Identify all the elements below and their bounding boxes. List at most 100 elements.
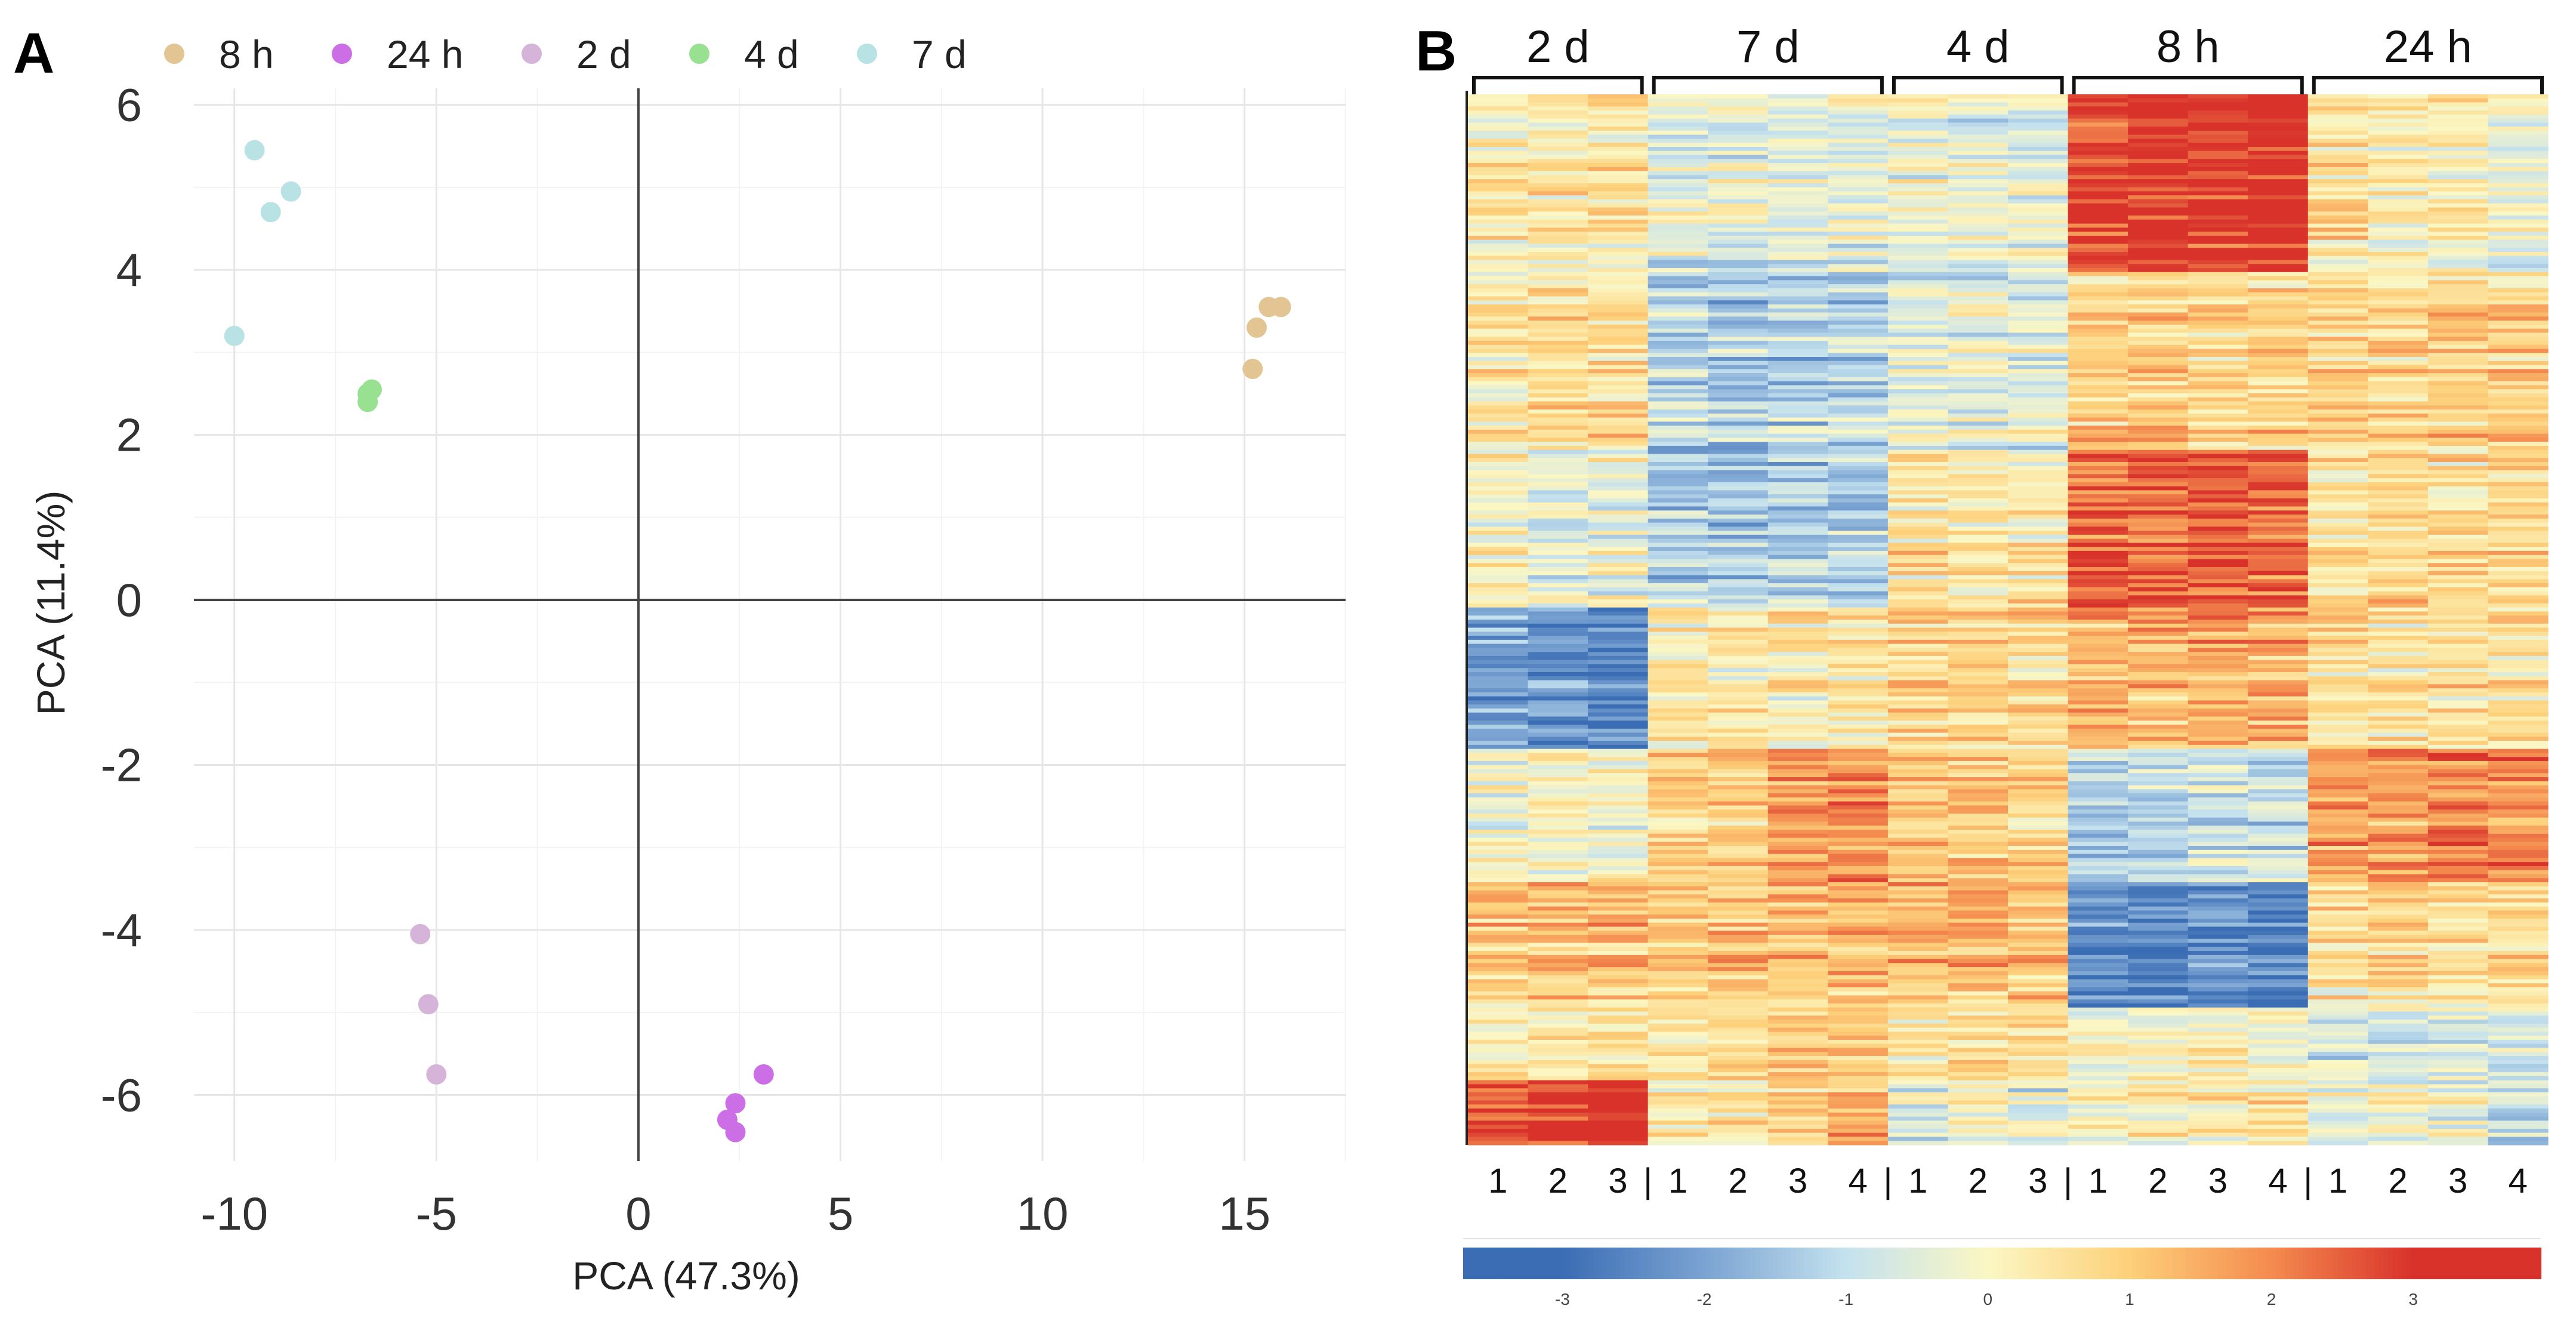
- heatmap-cell: [1887, 599, 1949, 604]
- heatmap-cell: [2248, 94, 2309, 99]
- colorbar-segment: [2078, 1248, 2084, 1279]
- heatmap-cell: [1648, 1072, 1708, 1077]
- heatmap-cell: [1588, 943, 1649, 947]
- heatmap-cell: [1948, 809, 2009, 814]
- heatmap-cell: [2068, 975, 2128, 980]
- heatmap-cell: [2368, 599, 2429, 604]
- heatmap-cell: [1708, 474, 1769, 479]
- heatmap-cell: [2188, 983, 2248, 988]
- heatmap-cell: [1828, 543, 1889, 547]
- heatmap-cell: [1648, 620, 1708, 624]
- heatmap-cell: [2488, 959, 2549, 963]
- heatmap-cell: [1767, 979, 1828, 984]
- heatmap-cell: [1767, 474, 1828, 479]
- heatmap-cell: [1588, 983, 1649, 988]
- heatmap-cell: [1528, 1060, 1588, 1065]
- heatmap-cell: [2307, 1080, 2368, 1085]
- heatmap-cell: [1648, 765, 1708, 770]
- heatmap-cell: [2368, 720, 2429, 725]
- heatmap-cell: [2307, 801, 2368, 806]
- heatmap-cell: [2128, 849, 2189, 855]
- heatmap-cell: [2307, 490, 2368, 495]
- heatmap-cell: [2368, 737, 2429, 741]
- heatmap-cell: [1828, 179, 1889, 184]
- heatmap-cell: [2128, 518, 2189, 523]
- heatmap-cell: [1887, 110, 1949, 115]
- heatmap-cell: [2488, 1011, 2549, 1016]
- heatmap-cell: [2368, 878, 2429, 883]
- heatmap-cell: [1588, 805, 1649, 810]
- heatmap-cell: [1708, 1060, 1769, 1065]
- heatmap-cell: [2248, 1003, 2309, 1008]
- heatmap-cell: [2128, 854, 2189, 858]
- heatmap-cell: [2068, 1116, 2128, 1121]
- heatmap-cell: [1528, 728, 1588, 734]
- heatmap-cell: [1528, 534, 1588, 540]
- heatmap-cell: [2368, 114, 2429, 119]
- heatmap-cell: [2068, 522, 2128, 527]
- heatmap-cell: [1468, 187, 1529, 192]
- heatmap-cell: [2188, 175, 2248, 180]
- heatmap-cell: [2248, 332, 2309, 337]
- heatmap-cell: [2307, 531, 2368, 535]
- heatmap-cell: [1708, 1092, 1769, 1097]
- heatmap-cell: [1767, 765, 1828, 770]
- heatmap-cell: [1887, 676, 1949, 681]
- heatmap-cell: [1948, 846, 2009, 851]
- heatmap-cell: [2427, 304, 2489, 309]
- colorbar-segment: [1463, 1248, 1469, 1279]
- legend-label: 4 d: [744, 32, 799, 76]
- heatmap-cell: [1528, 353, 1588, 358]
- heatmap-cell: [2488, 1128, 2549, 1134]
- heatmap-cell: [2008, 636, 2069, 640]
- heatmap-cell: [1887, 1080, 1949, 1085]
- heatmap-cell: [1887, 409, 1949, 414]
- heatmap-cell: [1528, 793, 1588, 798]
- heatmap-cell: [1468, 134, 1529, 140]
- heatmap-cell: [1767, 445, 1828, 451]
- heatmap-cell: [1648, 1040, 1708, 1045]
- colorbar-segment: [1647, 1248, 1653, 1279]
- heatmap-cell: [2248, 308, 2309, 313]
- heatmap-cell: [1887, 639, 1949, 645]
- heatmap-cell: [1887, 680, 1949, 685]
- heatmap-cell: [2368, 846, 2429, 851]
- heatmap-cell: [1708, 821, 1769, 826]
- heatmap-cell: [2427, 1076, 2489, 1081]
- heatmap-cell: [1887, 232, 1949, 236]
- heatmap-cell: [2128, 171, 2189, 175]
- heatmap-cell: [1468, 902, 1529, 907]
- heatmap-cell: [1648, 268, 1708, 273]
- heatmap-cell: [1767, 648, 1828, 652]
- heatmap-cell: [1648, 846, 1708, 851]
- column-label: 4: [1848, 1162, 1867, 1200]
- heatmap-cell: [2128, 328, 2189, 333]
- heatmap-cell: [1767, 373, 1828, 378]
- heatmap-cell: [1468, 328, 1529, 333]
- heatmap-cell: [2488, 385, 2549, 390]
- heatmap-cell: [2068, 954, 2128, 960]
- heatmap-cell: [1948, 821, 2009, 826]
- heatmap-cell: [2488, 442, 2549, 446]
- heatmap-cell: [1708, 830, 1769, 834]
- heatmap-cell: [2068, 1072, 2128, 1077]
- heatmap-cell: [2427, 725, 2489, 729]
- heatmap-cell: [1948, 700, 2009, 705]
- heatmap-cell: [1588, 280, 1649, 285]
- heatmap-cell: [1828, 797, 1889, 802]
- heatmap-cell: [1528, 579, 1588, 584]
- heatmap-cell: [2427, 522, 2489, 527]
- colorbar-segment: [1917, 1248, 1922, 1279]
- heatmap-cell: [2188, 312, 2248, 317]
- heatmap-cell: [2128, 1031, 2189, 1036]
- heatmap-cell: [2488, 991, 2549, 996]
- heatmap-cell: [2488, 534, 2549, 540]
- heatmap-cell: [2307, 207, 2368, 212]
- heatmap-cell: [1887, 655, 1949, 661]
- heatmap-cell: [2068, 187, 2128, 192]
- heatmap-cell: [1948, 983, 2009, 988]
- heatmap-cell: [2188, 1068, 2248, 1073]
- heatmap-cell: [1528, 809, 1588, 814]
- heatmap-cell: [1948, 389, 2009, 394]
- heatmap-cell: [1887, 575, 1949, 580]
